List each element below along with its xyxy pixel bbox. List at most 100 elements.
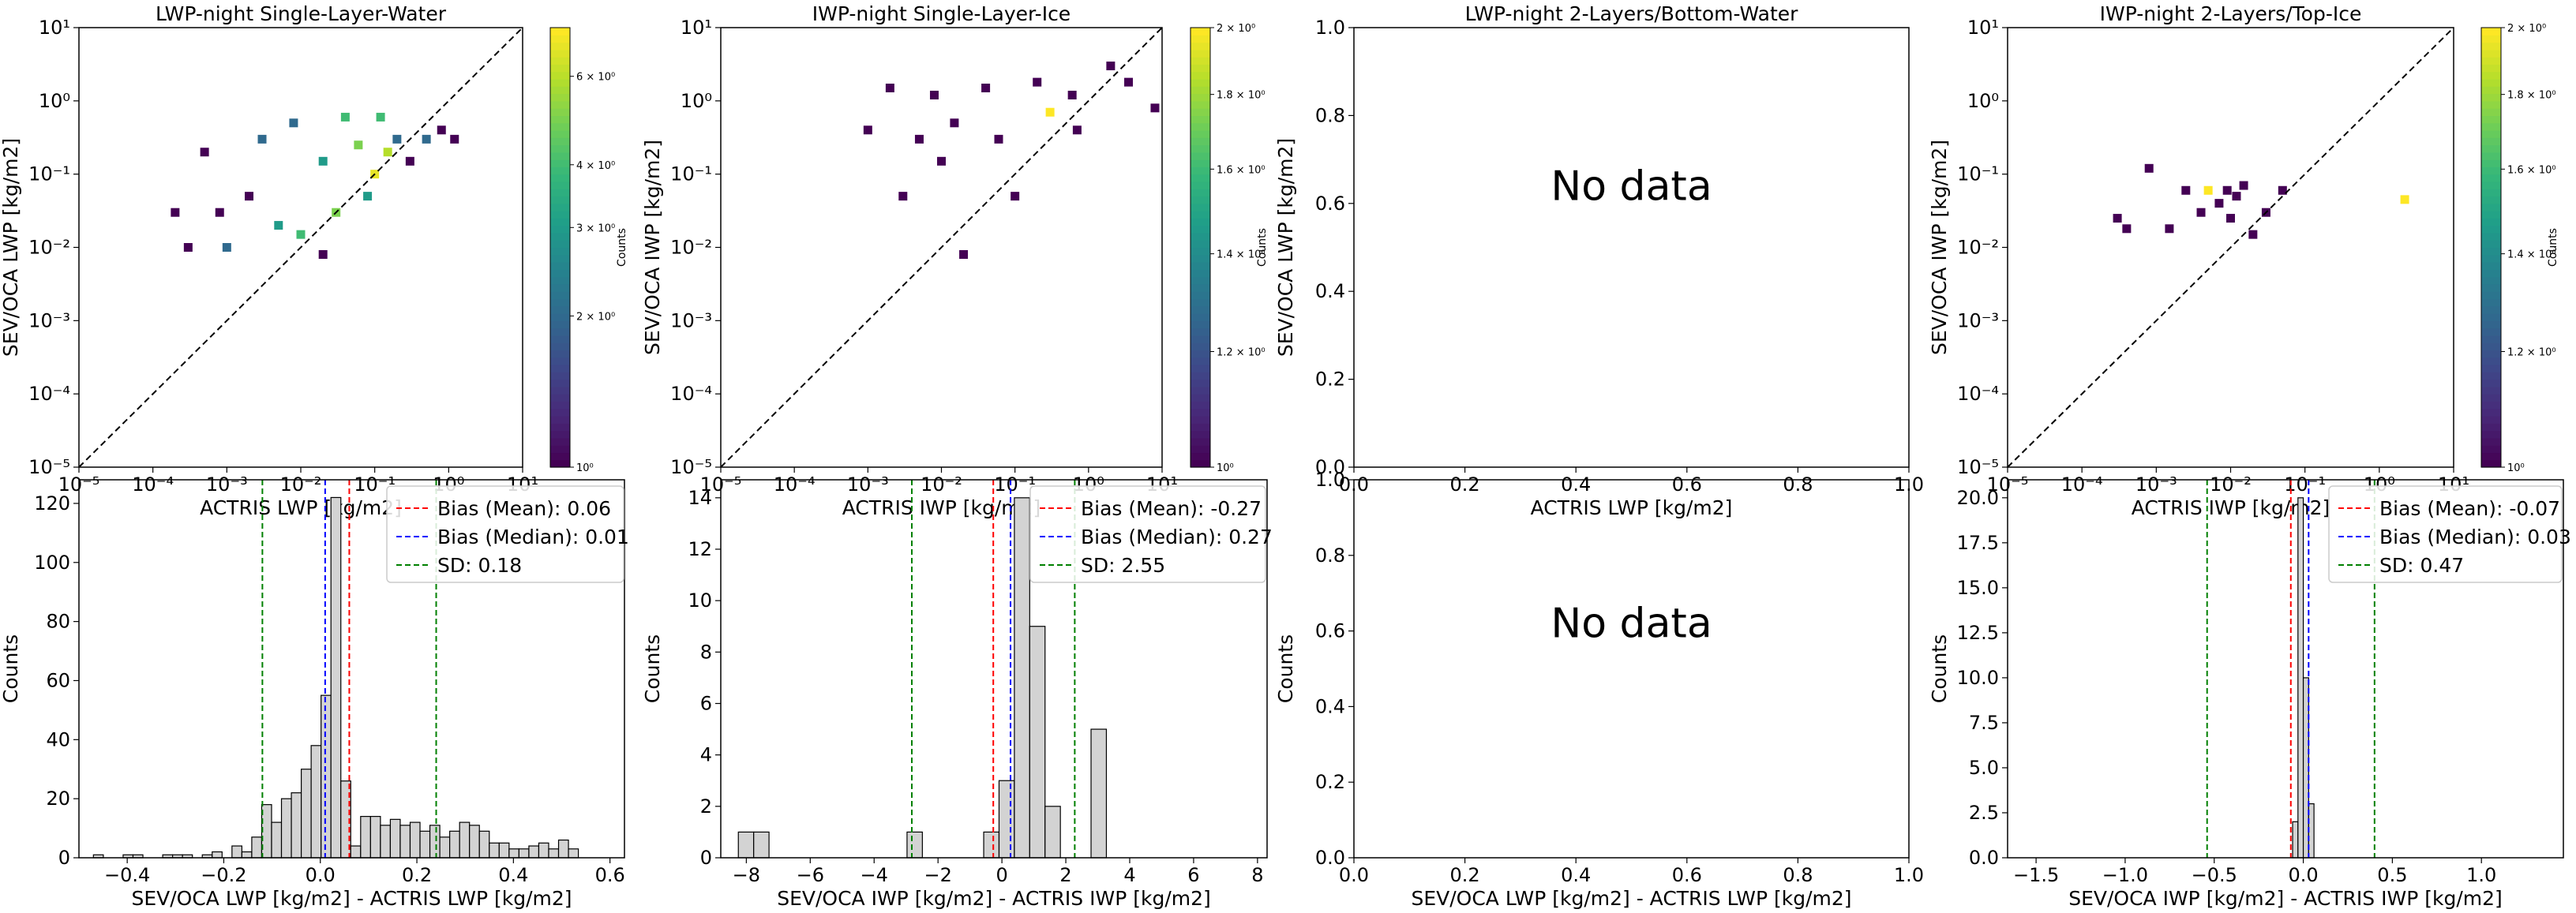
x-tick-label: 1.0 (1894, 864, 1924, 886)
histogram-bar (310, 745, 322, 859)
colorbar-segment (1191, 100, 1210, 109)
y-tick-label: 10⁻³ (1957, 309, 1999, 331)
colorbar-segment (1191, 357, 1210, 365)
x-tick-label: −6 (797, 864, 824, 886)
x-tick-label: −1.5 (2013, 864, 2059, 886)
y-tick-label: 20 (46, 788, 70, 810)
colorbar-segment (550, 379, 570, 387)
histogram-bar (300, 769, 312, 859)
colorbar-segment (2481, 365, 2501, 372)
histogram-bar (2292, 821, 2299, 859)
colorbar-segment (1191, 144, 1210, 153)
histogram-bar (212, 851, 223, 859)
colorbar-segment (1191, 386, 1210, 395)
y-tick-label: 4 (700, 744, 712, 766)
x-axis-label: ACTRIS IWP [kg/m2] (2132, 496, 2330, 519)
colorbar-segment (550, 342, 570, 351)
colorbar-segment (2481, 276, 2501, 285)
colorbar-segment (550, 372, 570, 380)
colorbar-segment (550, 225, 570, 234)
y-tick-label: 10⁻⁵ (28, 456, 70, 478)
heatmap-cell (2165, 224, 2174, 234)
x-tick-label: 8 (1251, 864, 1263, 886)
colorbar-segment (550, 437, 570, 446)
heatmap-cell (200, 148, 209, 157)
y-tick-label: 7.5 (1969, 712, 1999, 734)
colorbar: 10⁰ 1.2 × 10⁰ 1.4 × 10⁰ 1.6 × 10⁰ 1.8 × 10⁰ 2… (1190, 23, 1269, 474)
colorbar-segment (2481, 372, 2501, 380)
heatmap-cell (171, 208, 180, 217)
heatmap-cell (289, 118, 298, 128)
plot-title: LWP-night Single-Layer-Water (156, 2, 447, 25)
colorbar-segment (550, 365, 570, 372)
y-tick-label: 10⁻³ (670, 309, 712, 331)
heatmap-cell (937, 156, 946, 166)
heatmap-cell (2400, 195, 2409, 204)
subplot-8: −1.5 −1.0 −0.5 0.0 0.5 1.0 0.0 2.5 5.0 7.5 10.0 12.… (1928, 479, 2571, 910)
y-tick-label: 0.0 (1315, 847, 1345, 869)
y-tick-label: 0.6 (1315, 193, 1345, 215)
y-tick-label: 10⁻² (28, 237, 70, 259)
x-tick-label: −0.2 (201, 864, 246, 886)
heatmap-cell (2239, 181, 2248, 190)
colorbar-segment (1191, 247, 1210, 256)
colorbar-segment (1191, 305, 1210, 314)
x-tick-label: 10⁻¹ (994, 473, 1036, 496)
heatmap-cell (405, 156, 414, 166)
histogram-bar (568, 848, 579, 859)
colorbar-segment (550, 42, 570, 51)
colorbar-segment (550, 211, 570, 219)
heatmap-cell (2248, 230, 2258, 239)
heatmap-cell (863, 125, 872, 135)
colorbar-segment (550, 452, 570, 461)
x-tick-label: 10⁻⁴ (2061, 473, 2103, 496)
histogram-bar (251, 836, 263, 859)
histogram-bar (478, 830, 490, 859)
colorbar-segment (1191, 335, 1210, 343)
colorbar-segment (1191, 430, 1210, 439)
heatmap-cell (437, 125, 446, 135)
heatmap-cell (2122, 224, 2132, 234)
colorbar-tick-label: 10⁰ (2507, 462, 2525, 474)
colorbar-segment (550, 115, 570, 124)
histogram-bar (419, 830, 431, 859)
colorbar-segment (550, 247, 570, 256)
colorbar-segment (2481, 313, 2501, 321)
y-tick-label: 10⁻⁴ (670, 383, 712, 405)
colorbar-segment (550, 108, 570, 116)
plot-title: IWP-night Single-Layer-Ice (812, 2, 1071, 25)
heatmap-cell (1124, 77, 1134, 87)
heatmap-cell (1033, 77, 1042, 87)
x-tick-label: 0.4 (1561, 473, 1591, 496)
colorbar-segment (1191, 225, 1210, 234)
colorbar-segment (2481, 452, 2501, 461)
histogram-bar (330, 496, 342, 859)
heatmap-cell (245, 192, 254, 201)
plot-title: LWP-night 2-Layers/Bottom-Water (1465, 2, 1799, 25)
colorbar-segment (1191, 365, 1210, 372)
heatmap-cell (2144, 163, 2154, 173)
colorbar-segment (550, 459, 570, 468)
colorbar-tick-label: 1.6 × 10⁰ (2507, 164, 2556, 176)
x-tick-label: 6 (1187, 864, 1199, 886)
x-tick-label: −1.0 (2102, 864, 2148, 886)
colorbar-segment (2481, 423, 2501, 432)
colorbar-segment (550, 181, 570, 189)
colorbar-segment (1191, 283, 1210, 292)
colorbar-segment (2481, 93, 2501, 102)
colorbar-segment (550, 298, 570, 307)
y-tick-label: 1.0 (1315, 469, 1345, 491)
colorbar-segment (1191, 203, 1210, 211)
plot-frame (720, 479, 1268, 859)
heatmap-cell (1072, 125, 1082, 135)
histogram-bar (548, 848, 560, 859)
y-axis-label: SEV/OCA LWP [kg/m2] (0, 138, 22, 357)
x-tick-label: 0.6 (1672, 473, 1702, 496)
colorbar-segment (2481, 167, 2501, 175)
colorbar-segment (2481, 144, 2501, 153)
colorbar-segment (550, 144, 570, 153)
histogram-bar (518, 848, 530, 859)
histogram-bar (508, 848, 519, 859)
colorbar-segment (1191, 327, 1210, 336)
